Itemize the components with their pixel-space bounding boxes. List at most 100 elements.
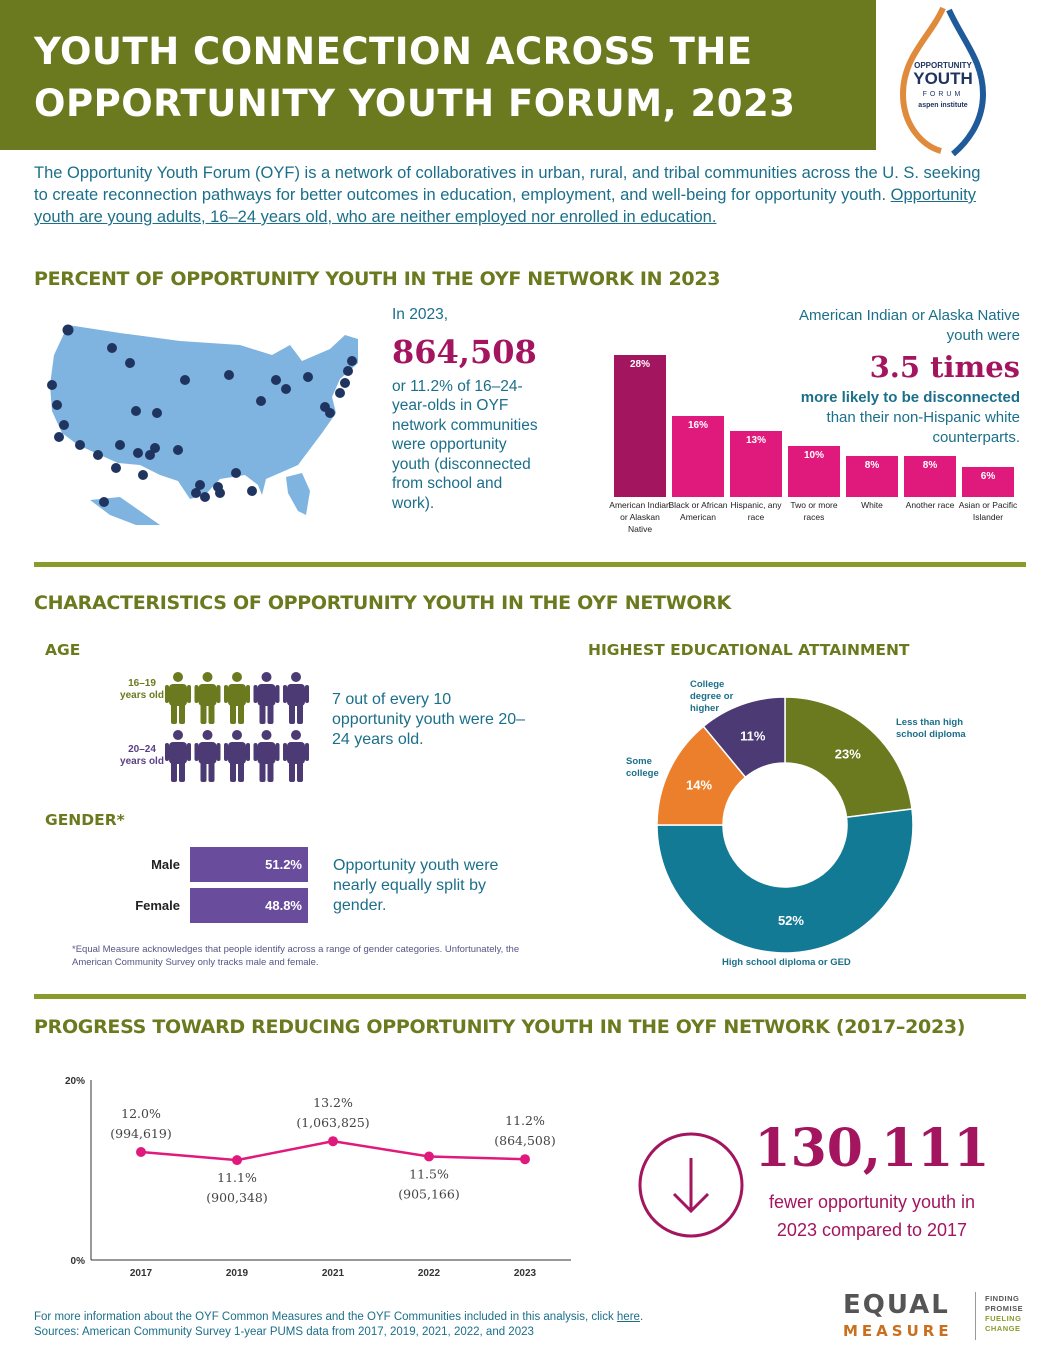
person-icon [194, 672, 221, 724]
logo-text-3: FORUM [923, 91, 964, 98]
x-tick-label: 2019 [226, 1268, 249, 1279]
person-icon [224, 730, 250, 782]
stat-intro: In 2023, [392, 306, 449, 323]
age-group2-label: 20–24 years old [120, 744, 164, 767]
logo-text-4: aspen institute [918, 102, 968, 109]
person-icon [283, 730, 309, 782]
race-bar-label: Asian or Pacific Islander [958, 500, 1018, 522]
intro-definition: Opportunity youth are young adults, 16–2… [34, 186, 976, 226]
race-bar-value: 8% [922, 460, 938, 471]
person-icon [253, 672, 280, 724]
y-tick-label: 20% [65, 1076, 85, 1087]
race-bar-chart: 28% American Indian or Alaskan Native 16% B… [609, 355, 1020, 535]
tag-promise: PROMISE [985, 1304, 1024, 1313]
point-count-label: (905,166) [398, 1187, 459, 1202]
person-icon [165, 730, 191, 782]
divider [34, 562, 1026, 567]
point-value-label: 13.2% [313, 1095, 353, 1110]
race-bar-label: Two or more races [790, 500, 838, 522]
gender-footnote: *Equal Measure acknowledges that people … [72, 944, 520, 968]
education-donut-chart: 23% 52% 14% 11% [656, 696, 914, 954]
race-note-times: 3.5 times [869, 350, 1020, 384]
x-tick-label: 2021 [322, 1268, 345, 1279]
race-bar-value: 28% [629, 359, 650, 370]
point-count-label: (864,508) [494, 1133, 555, 1148]
brand-divider [975, 1292, 976, 1340]
footer-note-pre: For more information about the OYF Commo… [34, 1311, 617, 1323]
race-note: American Indian or Alaska Native youth w… [780, 306, 1020, 448]
reduction-number: 130,111 [754, 1118, 990, 1179]
footer-link[interactable]: here [616, 1311, 640, 1323]
page-title-line1: YOUTH CONNECTION ACROSS THE [34, 30, 753, 73]
race-bar: 8% [904, 456, 956, 497]
us-map [47, 324, 358, 525]
point-count-label: (1,063,825) [296, 1115, 369, 1130]
race-bar: 6% [962, 467, 1014, 497]
oyf-logo: OPPORTUNITY YOUTH FORUM aspen institute [899, 6, 987, 156]
race-bar: 16% [672, 416, 724, 497]
tag-fueling: FUELING [985, 1314, 1022, 1323]
female-bar: 48.8% [190, 888, 308, 923]
donut-slice-value: 14% [686, 778, 712, 793]
donut-slice [702, 696, 786, 779]
person-icon [194, 730, 221, 782]
point-value-label: 11.1% [217, 1170, 257, 1185]
reduction-desc: fewer opportunity youth in 2023 compared… [768, 1192, 976, 1240]
gender-title: GENDER* [45, 811, 125, 829]
brand-tagline: FINDING PROMISE FUELING CHANGE [985, 1294, 1023, 1334]
stat-value: 864,508 [392, 332, 537, 371]
donut-slice-value: 11% [740, 729, 766, 744]
point-count-label: (900,348) [206, 1190, 267, 1205]
age-title: AGE [45, 641, 81, 659]
footer-note-post: . [639, 1311, 644, 1323]
age-group1-label: 16–19 years old [120, 678, 164, 701]
age-text: 7 out of every 10 opportunity youth were… [332, 691, 526, 748]
line-point [136, 1147, 146, 1157]
donut-slice-value: 52% [778, 913, 804, 928]
line-point [328, 1136, 338, 1147]
age-people-grid [165, 672, 309, 782]
edu-label-less-than-hs: Less than high school diploma [896, 717, 966, 740]
footer-sources: Sources: American Community Survey 1-yea… [34, 1326, 534, 1338]
y-tick-label: 0% [71, 1256, 86, 1267]
person-icon [253, 730, 280, 782]
race-bar: 8% [846, 456, 898, 497]
race-bar-value: 8% [864, 460, 880, 471]
point-value-label: 11.2% [505, 1113, 545, 1128]
logo-text-1: OPPORTUNITY [914, 61, 972, 70]
gender-text: Opportunity youth were nearly equally sp… [333, 857, 499, 914]
x-tick-label: 2023 [514, 1268, 537, 1279]
stat-desc: or 11.2% of 16–24-year-olds in OYF netwo… [392, 377, 538, 512]
race-bar: 10% [788, 446, 840, 497]
race-bar-label: Hispanic, any race [730, 500, 782, 522]
header-banner: YOUTH CONNECTION ACROSS THE OPPORTUNITY … [0, 0, 876, 150]
race-bar-label: Black or African American [668, 500, 728, 522]
logo-text-2: YOUTH [913, 69, 973, 88]
line-point [424, 1151, 434, 1162]
point-value-label: 11.5% [409, 1167, 449, 1182]
race-bar-label: Another race [905, 500, 955, 510]
section-title-percent: PERCENT OF OPPORTUNITY YOUTH IN THE OYF … [34, 268, 721, 290]
race-note-pre: American Indian or Alaska Native youth w… [799, 307, 1020, 344]
section-title-progress: PROGRESS TOWARD REDUCING OPPORTUNITY YOU… [34, 1016, 966, 1038]
race-note-post: than their non-Hispanic white counterpar… [826, 409, 1020, 446]
community-dots [47, 324, 357, 507]
tag-finding: FINDING [985, 1294, 1020, 1303]
tag-change: CHANGE [985, 1324, 1021, 1333]
female-label: Female [135, 898, 180, 913]
edu-label-college: College degree or higher [690, 679, 734, 714]
footer-note: For more information about the OYF Commo… [34, 1310, 814, 1340]
arrow-down-icon [638, 1132, 744, 1238]
stat-block: In 2023, 864,508 or 11.2% of 16–24-year-… [392, 305, 542, 513]
person-icon [283, 672, 309, 724]
equal-measure-logo: EQUAL MEASURE FINDING PROMISE FUELING CH… [843, 1290, 1033, 1350]
line-point [232, 1155, 242, 1166]
page-title-line2: OPPORTUNITY YOUTH FORUM, 2023 [34, 82, 796, 125]
point-value-label: 12.0% [121, 1106, 161, 1121]
person-icon [224, 672, 250, 724]
race-bar-value: 6% [980, 471, 996, 482]
person-icon [165, 672, 191, 724]
brand-measure: MEASURE [843, 1322, 953, 1340]
brand-equal: EQUAL [843, 1290, 950, 1320]
race-bar: 28% [614, 355, 666, 497]
